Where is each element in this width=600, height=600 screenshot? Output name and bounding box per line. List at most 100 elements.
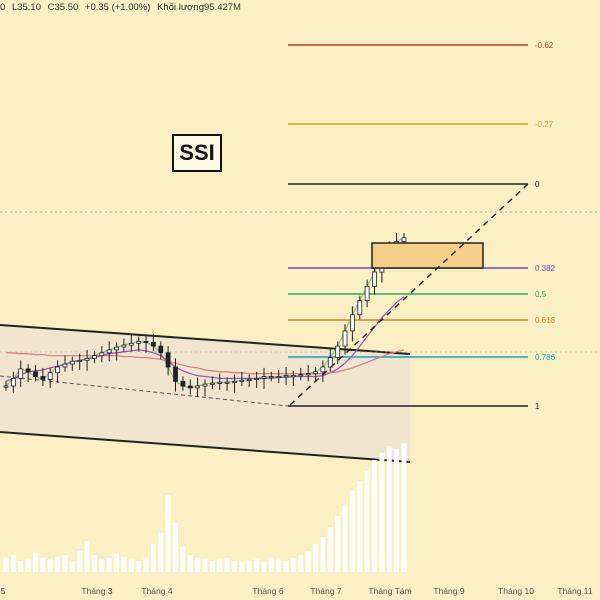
volume-bar xyxy=(335,516,341,572)
volume-bar xyxy=(357,481,363,572)
candle-body xyxy=(298,374,304,377)
volume-bar xyxy=(305,551,311,572)
candle-body xyxy=(320,366,326,373)
candle-body xyxy=(232,380,237,383)
candle-body xyxy=(150,341,156,347)
volume-bar xyxy=(327,527,333,572)
volume-bar xyxy=(143,558,149,572)
volume-bar xyxy=(69,560,75,572)
ohlc-close: C35.50 xyxy=(47,2,79,13)
volume-bar xyxy=(342,504,348,572)
volume-bar xyxy=(290,558,296,572)
volume-bar xyxy=(10,555,16,572)
volume-bar xyxy=(261,560,267,572)
x-axis-tick-label: Tháng 3 xyxy=(81,586,112,596)
volume-bar xyxy=(394,448,400,572)
volume-bar xyxy=(77,551,83,572)
candle-body xyxy=(195,385,201,389)
candle-body xyxy=(92,355,97,359)
volume-bar xyxy=(150,544,156,572)
candle-body xyxy=(372,271,377,287)
candle-body xyxy=(165,352,171,368)
volume-bar xyxy=(62,555,68,572)
volume-bar xyxy=(254,559,260,572)
volume-bar xyxy=(283,560,289,572)
volume-bar xyxy=(55,556,61,572)
candle-body xyxy=(202,383,208,387)
candle-body xyxy=(283,375,289,378)
fib-level-label: 0.5 xyxy=(535,290,547,299)
candle-body xyxy=(276,376,282,379)
candle-body xyxy=(187,385,193,389)
candle-body xyxy=(106,349,112,354)
candle-body xyxy=(261,376,267,379)
candle-body xyxy=(136,340,142,344)
volume-bar xyxy=(232,560,237,572)
volume-bar xyxy=(136,560,142,572)
volume-bar xyxy=(268,558,274,572)
fib-level-label: 0.618 xyxy=(535,316,556,325)
volume-bar xyxy=(40,558,46,572)
volume-bar xyxy=(33,552,38,572)
x-axis-tick-label: Tháng 11 xyxy=(557,586,593,596)
x-axis-tick-label: Tháng 6 xyxy=(252,586,283,596)
candle-body xyxy=(401,237,407,243)
ohlc-volume: Khối lượng95.427M xyxy=(157,2,241,13)
x-axis-tick-label: Tháng 9 xyxy=(433,586,464,596)
channel-upper-line xyxy=(0,324,411,355)
symbol-label: SSI xyxy=(172,134,222,172)
fib-level-label: 0.786 xyxy=(535,353,556,362)
volume-bar xyxy=(372,460,377,572)
volume-bar xyxy=(202,559,208,572)
candle-body xyxy=(128,342,134,346)
ohlc-change: +0.35 (+1.00%) xyxy=(84,2,151,13)
volume-bar xyxy=(106,558,112,572)
volume-bar xyxy=(224,558,230,572)
candle-body xyxy=(77,359,83,362)
x-axis-tick-label: Tháng 4 xyxy=(141,586,172,596)
volume-bar xyxy=(99,559,105,572)
candle-body xyxy=(364,285,370,301)
candle-body xyxy=(313,371,319,375)
candle-body xyxy=(62,363,68,368)
volume-bar xyxy=(246,560,252,572)
candle-body xyxy=(47,372,53,380)
candle-body xyxy=(268,376,274,379)
candle-body xyxy=(349,314,355,332)
fib-level-label: 1 xyxy=(535,402,540,411)
candle-body xyxy=(158,345,164,354)
candle-body xyxy=(209,382,215,385)
candle-body xyxy=(342,330,348,347)
candle-body xyxy=(357,300,363,316)
volume-bar xyxy=(320,537,326,572)
volume-bar xyxy=(187,555,193,572)
fib-level-label: -0.27 xyxy=(535,120,554,129)
x-axis-tick-label: Tháng 10 xyxy=(498,586,534,596)
volume-bar xyxy=(84,541,90,572)
candle-body xyxy=(246,378,252,381)
volume-bar xyxy=(158,532,164,572)
moving-average-line xyxy=(6,349,405,375)
volume-bar xyxy=(364,471,370,572)
volume-bar xyxy=(3,558,9,572)
fib-level-label: -0.62 xyxy=(535,41,554,50)
volume-bar xyxy=(298,555,304,572)
volume-bar xyxy=(91,555,97,572)
candle-body xyxy=(290,375,296,378)
candle-body xyxy=(10,377,16,387)
candle-body xyxy=(217,381,223,384)
candle-body xyxy=(224,381,230,384)
volume-bar xyxy=(128,559,134,572)
candle-body xyxy=(99,352,105,357)
candle-body xyxy=(33,371,38,377)
volume-bar xyxy=(209,560,215,572)
candle-body xyxy=(84,357,90,361)
x-axis-tick-label: Tháng 7 xyxy=(310,586,341,596)
volume-bar xyxy=(195,558,201,572)
candle-body xyxy=(335,345,341,358)
volume-bar xyxy=(114,553,120,572)
volume-bar xyxy=(25,559,31,572)
candle-body xyxy=(18,368,24,379)
